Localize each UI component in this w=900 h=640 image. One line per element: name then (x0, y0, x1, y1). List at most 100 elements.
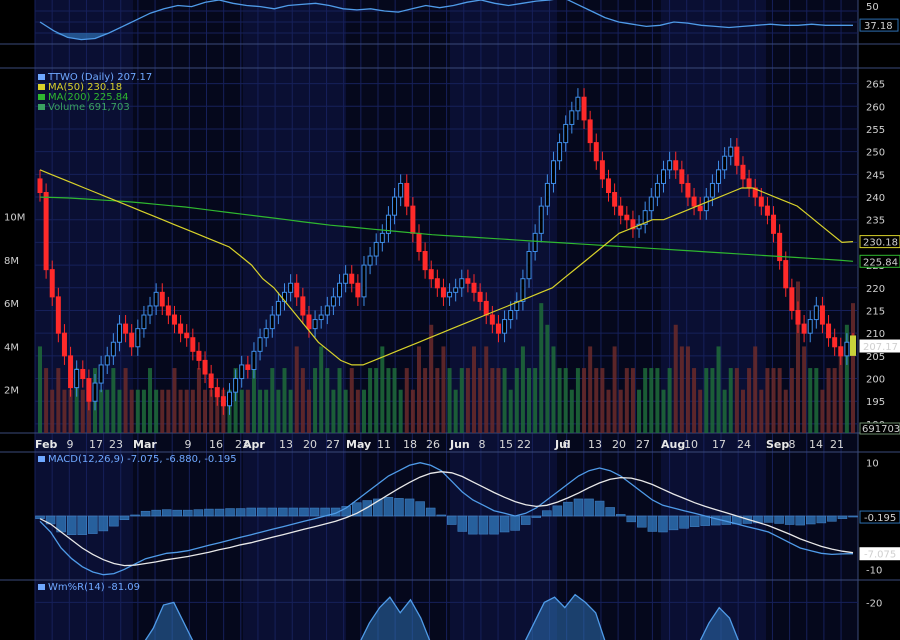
macd-histogram-bar (584, 498, 594, 517)
candle-body (135, 328, 141, 348)
x-month-label: Apr (243, 438, 265, 451)
candle-body (691, 196, 697, 207)
price-y-tick: 265 (866, 80, 885, 91)
volume-bar (533, 368, 538, 433)
volume-bar (172, 368, 177, 433)
price-y-tick: 200 (866, 375, 885, 386)
month-band (346, 0, 450, 640)
candle-body (263, 328, 269, 339)
candle-body (306, 314, 312, 330)
volume-bar (325, 368, 330, 433)
volume-bar (392, 368, 397, 433)
candle-body (550, 160, 556, 184)
candle-body (233, 378, 239, 393)
macd-y-tick: 10 (866, 459, 879, 470)
volume-bar (306, 389, 311, 433)
legend-swatch (38, 456, 45, 462)
volume-bar (270, 368, 275, 433)
candle-body (679, 169, 685, 184)
macd-histogram-bar (447, 515, 457, 525)
candle-body (538, 205, 544, 234)
macd-histogram-bar (130, 514, 140, 517)
volume-bar (508, 389, 513, 433)
macd-histogram-bar (88, 515, 98, 534)
candle-body (771, 214, 777, 234)
price-y-tick: 245 (866, 170, 885, 181)
x-month-label: Mar (133, 438, 157, 451)
volume-bar (832, 368, 837, 433)
macd-histogram-bar (689, 515, 700, 527)
macd-value-tag: -0.195 (864, 513, 896, 524)
volume-bar (643, 368, 648, 433)
x-day-label: 17 (89, 438, 103, 451)
candle-body (581, 96, 587, 121)
candle-body (288, 282, 294, 293)
volume-bar (496, 368, 501, 433)
volume-bar (416, 346, 421, 433)
volume-bar (288, 389, 293, 433)
macd-histogram-bar (373, 498, 383, 517)
macd-histogram-bar (531, 515, 541, 518)
macd-histogram-bar (161, 509, 172, 517)
macd-signal-line (39, 471, 854, 567)
volume-bar (141, 389, 146, 433)
volume-bar (184, 389, 189, 433)
candle-body (104, 355, 110, 366)
volume-bar (624, 368, 629, 433)
candle-body (605, 178, 611, 194)
volume-value-tag-box (859, 422, 900, 435)
volume-y-tick: 6M (4, 299, 19, 310)
macd-histogram-bar (77, 515, 87, 535)
volume-bar (80, 389, 85, 433)
price-y-tick: 220 (866, 284, 885, 295)
volume-bar (734, 368, 739, 433)
ma50-line (39, 169, 854, 366)
macd-histogram-bar (436, 514, 446, 517)
candle-body (110, 341, 116, 357)
candle-body (740, 164, 746, 180)
volume-bar (722, 389, 727, 433)
macd-histogram-bar (520, 515, 531, 525)
volume-bar (123, 368, 128, 433)
candle-body (795, 309, 801, 325)
volume-bar (765, 368, 770, 433)
macd-histogram-bar (679, 515, 689, 529)
candle-body (569, 110, 575, 125)
month-band (133, 0, 243, 640)
macd-histogram-bar (637, 515, 647, 528)
macd-histogram-bar (605, 507, 615, 517)
volume-bar (692, 368, 697, 433)
macd-histogram-bar (193, 509, 204, 517)
macd-histogram-bar (837, 515, 848, 519)
macd-histogram-bar (510, 515, 520, 531)
candle-body (398, 182, 404, 198)
candle-body (612, 192, 618, 207)
x-day-label: 24 (737, 438, 751, 451)
volume-bar (545, 324, 550, 433)
volume-bar (582, 368, 587, 433)
x-day-label: 6 (563, 438, 570, 451)
macd-histogram-bar (774, 515, 784, 524)
candle-body (98, 364, 104, 384)
volume-bar (215, 389, 220, 433)
candle-body (147, 305, 153, 316)
macd-histogram-bar (647, 515, 658, 532)
volume-bar (649, 368, 654, 433)
macd-histogram-bar (626, 515, 637, 523)
candle-body (37, 178, 43, 194)
candle-body (428, 269, 434, 280)
candle-body (526, 251, 532, 280)
candle-body (844, 341, 850, 357)
volume-bar (282, 368, 287, 433)
candle-body (483, 300, 489, 316)
volume-bar (337, 368, 342, 433)
candle-body (184, 332, 190, 339)
wr-fill (145, 594, 739, 640)
macd-histogram-bar (542, 510, 552, 517)
candle-body (587, 119, 593, 144)
candle-body (465, 278, 471, 284)
candle-body (80, 368, 86, 380)
x-day-label: 10 (684, 438, 698, 451)
macd-histogram-bar (563, 501, 573, 517)
volume-bar (276, 389, 281, 433)
